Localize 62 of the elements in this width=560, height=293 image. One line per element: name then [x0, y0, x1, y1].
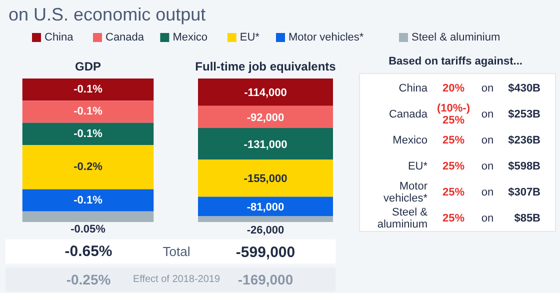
data-label: -155,000 — [244, 173, 288, 186]
text: China — [398, 82, 428, 94]
text: 25% — [442, 186, 465, 198]
data-label: -81,000 — [246, 202, 284, 214]
data-label: -0.1% — [74, 106, 103, 118]
text: 25% — [442, 160, 465, 172]
text: Mexico — [392, 134, 428, 146]
text: $253B — [508, 108, 541, 120]
legend-label: China — [44, 32, 74, 44]
data-label: -0.1% — [74, 194, 103, 206]
data-label: -131,000 — [244, 138, 288, 151]
data-label: -0.1% — [74, 128, 103, 140]
text: Total — [162, 244, 190, 259]
legend-label: Steel & aluminium — [412, 32, 500, 44]
text: $430B — [508, 82, 541, 94]
text: $85B — [514, 212, 541, 224]
text: -0.25% — [66, 272, 112, 288]
data-label: -0.2% — [74, 161, 103, 174]
bar — [198, 106, 333, 128]
text: Canada — [388, 108, 428, 120]
text: 25% — [442, 212, 465, 224]
text: 20% — [442, 82, 465, 94]
legend-label: Mexico — [172, 32, 208, 44]
bar — [198, 78, 333, 106]
text: EU* — [408, 160, 428, 172]
total-label: -0.65% — [64, 243, 112, 260]
bar — [22, 189, 154, 212]
data-label: -0.1% — [74, 84, 103, 96]
text: Motor vehicles* — [383, 180, 428, 204]
text: $307B — [508, 186, 541, 198]
text: Steel & aluminium — [377, 206, 428, 230]
text: on — [481, 212, 494, 224]
data-label: -114,000 — [244, 87, 287, 100]
data-label: -26,000 — [246, 224, 284, 236]
legend-label: EU* — [240, 32, 260, 44]
text: -169,000 — [238, 272, 294, 288]
text: on — [481, 108, 494, 120]
bar — [22, 144, 154, 190]
text: 25% — [442, 134, 465, 146]
total-label: -599,000 — [236, 244, 296, 261]
text: on — [481, 160, 494, 172]
text: $236B — [508, 134, 541, 146]
text: (10%-) 25% — [436, 102, 470, 126]
chart-title: Full-time job equivalents — [195, 60, 336, 74]
chart-title: on U.S. economic output — [8, 4, 206, 24]
bar — [198, 160, 333, 197]
chart-subtitle: GDP — [75, 60, 102, 74]
legend-label: Motor vehicles* — [288, 32, 364, 44]
data-label: -0.05% — [70, 224, 106, 236]
bar — [22, 78, 154, 101]
text: on — [481, 186, 494, 198]
text: Based on tariffs against... — [388, 56, 522, 68]
data-label: -92,000 — [246, 112, 284, 124]
bar — [22, 122, 154, 145]
text: on — [481, 134, 494, 146]
legend-label: Canada — [106, 32, 145, 44]
text: $598B — [508, 160, 541, 172]
bar — [198, 128, 333, 160]
bar — [22, 100, 154, 123]
bar — [198, 196, 333, 216]
text: on — [481, 82, 494, 94]
text: Effect of 2018-2019 — [132, 274, 220, 285]
